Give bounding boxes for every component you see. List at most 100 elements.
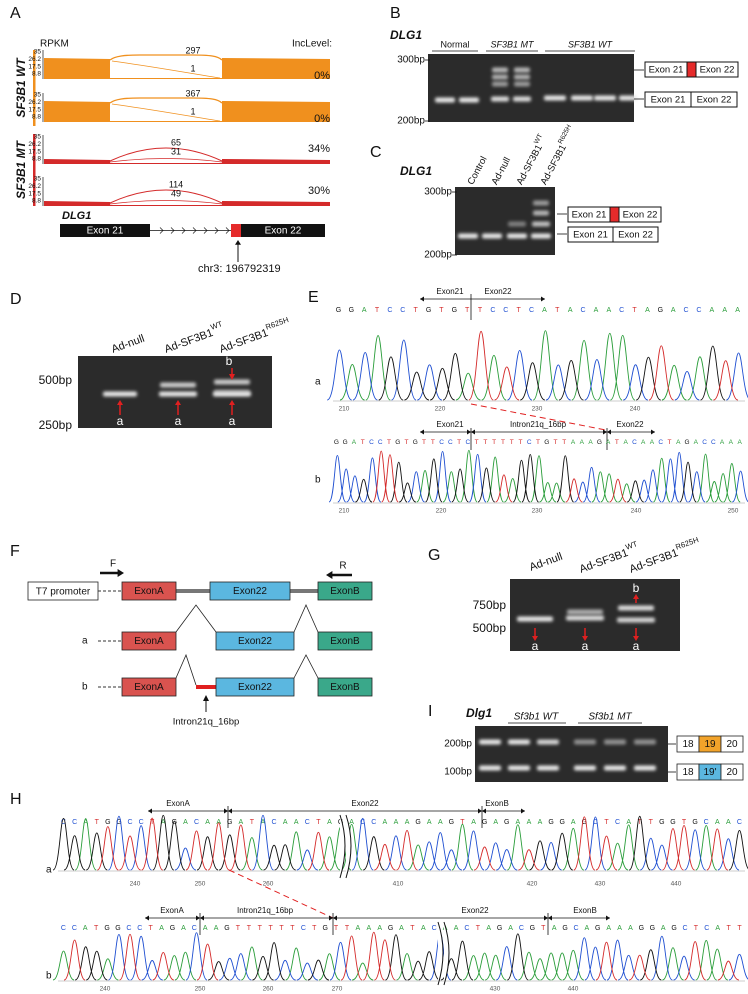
position-tick: 250 <box>195 986 206 993</box>
base: G <box>582 819 587 826</box>
position-tick: 410 <box>393 881 404 888</box>
row-label: a <box>82 636 88 647</box>
gel-band <box>103 391 137 397</box>
base: G <box>684 439 689 446</box>
arrow-head <box>471 429 475 435</box>
y-tick-label: 8.8 <box>32 198 41 205</box>
base: T <box>554 439 558 446</box>
base: A <box>628 925 633 932</box>
mapping-line <box>228 869 334 919</box>
exon-label: Exon 22 <box>618 230 653 241</box>
y-tick-label: 35 <box>34 92 42 99</box>
gel-band <box>492 74 508 80</box>
exon-label: 18 <box>682 739 694 750</box>
sequence: CCATGGCCTAGACAAGATACAACTAGACCAAAGAAGTAGA… <box>61 819 742 826</box>
base: T <box>361 439 365 446</box>
y-tick-label: 26.2 <box>28 183 41 190</box>
primer-label: R <box>339 561 346 572</box>
base: A <box>568 307 573 314</box>
exon-label: Exon 21 <box>651 95 686 106</box>
base: A <box>585 925 590 932</box>
gel-band <box>214 389 250 395</box>
y-tick-label: 8.8 <box>32 114 41 121</box>
intron-segment <box>686 61 697 78</box>
base: T <box>316 819 321 826</box>
gel-band <box>634 739 656 745</box>
base: T <box>476 925 481 932</box>
exon-label: Exon 22 <box>700 65 735 76</box>
size-marker: 250bp <box>39 418 73 432</box>
base: A <box>542 307 547 314</box>
chromatogram-trace <box>326 339 748 401</box>
base: T <box>439 307 444 314</box>
gel-band <box>514 67 530 73</box>
base: C <box>137 925 142 932</box>
exon-box <box>209 581 291 601</box>
base: A <box>676 439 681 446</box>
intron-segment <box>196 685 216 689</box>
break-mark <box>437 921 450 986</box>
base: C <box>369 439 374 446</box>
lane-superscript: WT <box>533 133 544 145</box>
base: A <box>471 819 476 826</box>
gel-band <box>618 605 654 611</box>
base: A <box>327 819 332 826</box>
intron-chevron <box>159 227 164 234</box>
base: A <box>606 307 611 314</box>
panel-label: A <box>10 5 21 22</box>
base: T <box>632 307 637 314</box>
base: C <box>711 439 716 446</box>
base: G <box>104 925 109 932</box>
region-label: Exon21 <box>436 287 464 296</box>
base: G <box>388 925 393 932</box>
intron-segment <box>231 224 241 237</box>
lane-superscript: WT <box>624 539 639 552</box>
base: T <box>279 925 284 932</box>
gel-band <box>537 765 559 771</box>
band-label: a <box>532 639 539 653</box>
y-tick-label: 8.8 <box>32 156 41 163</box>
base: T <box>414 307 419 314</box>
size-marker: 200bp <box>424 250 452 261</box>
base: G <box>692 819 697 826</box>
sequence: CCATGGCCTAGACAAGTTTTTTCTGTTAAAGATACAACTA… <box>61 925 742 932</box>
panel-label: F <box>10 543 20 560</box>
chromatogram-trace <box>52 940 729 981</box>
lane-label: Ad-null <box>110 333 146 356</box>
lane-label: Ad-null <box>489 155 513 186</box>
base: A <box>594 307 599 314</box>
base: C <box>527 439 532 446</box>
junction-arc <box>109 97 223 104</box>
base: A <box>645 307 650 314</box>
base: G <box>170 925 175 932</box>
base: T <box>149 925 154 932</box>
exon-label: Exon22 <box>238 636 272 647</box>
exon-label: 20 <box>726 739 738 750</box>
base: T <box>387 439 391 446</box>
exon-label: Exon 21 <box>87 226 124 237</box>
base: T <box>345 925 350 932</box>
exon-box <box>720 763 744 781</box>
gel-band <box>532 221 550 227</box>
trace-label: a <box>46 865 52 876</box>
gel-band <box>458 233 478 239</box>
base: G <box>116 819 121 826</box>
base: A <box>356 925 361 932</box>
base: G <box>413 439 418 446</box>
base: T <box>649 819 654 826</box>
gel-band <box>619 95 637 101</box>
position-tick: 260 <box>263 881 274 888</box>
lane-label: Control <box>465 154 489 186</box>
exon-label: Exon 22 <box>265 226 302 237</box>
junction-count: 65 <box>171 137 181 147</box>
base: A <box>726 819 731 826</box>
base: T <box>518 439 522 446</box>
base: A <box>694 439 699 446</box>
gel-band <box>594 95 616 101</box>
base: A <box>349 819 354 826</box>
chromatogram-trace <box>355 453 697 503</box>
gel-band <box>508 739 530 745</box>
arrow-head <box>521 808 525 814</box>
exon-label: 18 <box>682 767 694 778</box>
